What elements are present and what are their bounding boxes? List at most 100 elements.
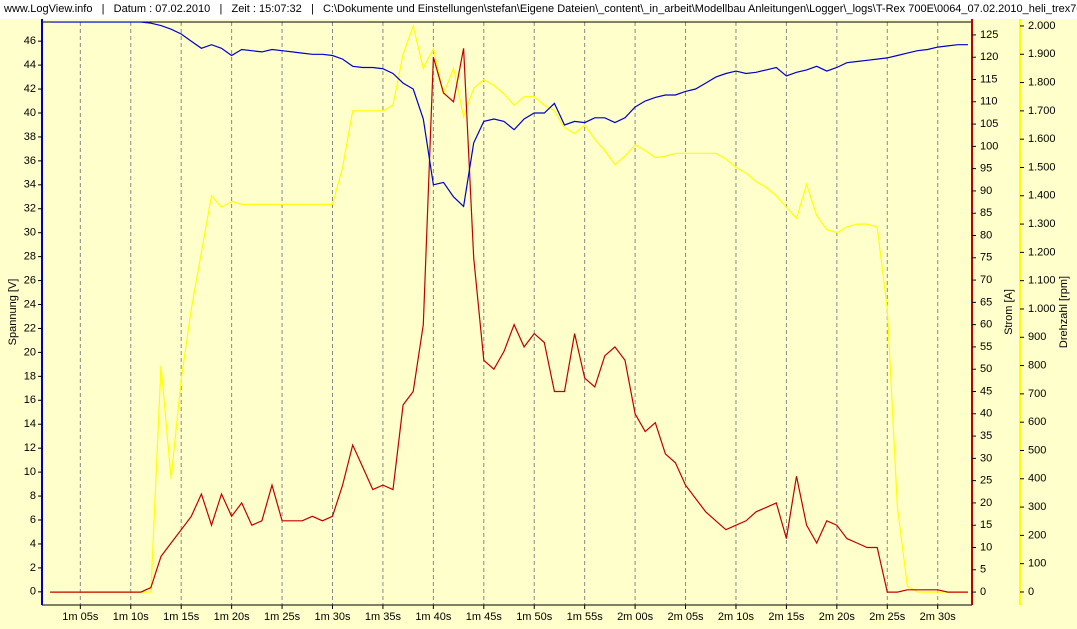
y3-tick-label: 0 [1028, 586, 1034, 598]
data-line [50, 48, 968, 593]
y-tick-label: 28 [24, 251, 36, 263]
y3-tick-label: 400 [1028, 473, 1046, 485]
y-tick-label: 46 [24, 35, 36, 47]
y3-tick-label: 700 [1028, 388, 1046, 400]
y-tick-label: 20 [24, 346, 36, 358]
y-tick-label: 6 [30, 514, 36, 526]
y2-tick-label: 35 [980, 430, 992, 442]
y3-tick-label: 800 [1028, 359, 1046, 371]
chart-title: www.LogView.info | Datum : 07.02.2010 | … [3, 3, 1077, 15]
y2-tick-label: 105 [980, 118, 998, 130]
y-tick-label: 30 [24, 227, 36, 239]
y-tick-label: 14 [24, 418, 36, 430]
y2-tick-label: 0 [980, 586, 986, 598]
y2-tick-label: 10 [980, 541, 992, 553]
y2-tick-label: 85 [980, 207, 992, 219]
y2-tick-label: 40 [980, 408, 992, 420]
y2-tick-label: 5 [980, 564, 986, 576]
y2-tick-label: 70 [980, 274, 992, 286]
y3-tick-label: 100 [1028, 558, 1046, 570]
y2-tick-label: 75 [980, 252, 992, 264]
x-tick-label: 2m 00s [617, 611, 654, 623]
y2-tick-label: 80 [980, 229, 992, 241]
y2-tick-label: 125 [980, 29, 998, 41]
y3-tick-label: 1.600 [1028, 133, 1056, 145]
y-tick-label: 26 [24, 274, 36, 286]
y2-tick-label: 65 [980, 296, 992, 308]
y-tick-label: 18 [24, 370, 36, 382]
x-tick-label: 1m 55s [567, 611, 604, 623]
y2-tick-label: 115 [980, 73, 998, 85]
y2-tick-label: 60 [980, 319, 992, 331]
y-tick-label: 10 [24, 466, 36, 478]
y3-tick-label: 600 [1028, 416, 1046, 428]
chart-background [0, 19, 1077, 629]
y2-tick-label: 50 [980, 363, 992, 375]
y-tick-label: 12 [24, 442, 36, 454]
y2-tick-label: 100 [980, 140, 998, 152]
x-tick-label: 1m 50s [516, 611, 553, 623]
y3-tick-label: 1.200 [1028, 246, 1056, 258]
y2-tick-label: 25 [980, 475, 992, 487]
y3-tick-label: 1.800 [1028, 76, 1056, 88]
y3-tick-label: 1.900 [1028, 48, 1056, 60]
x-tick-label: 2m 05s [667, 611, 704, 623]
x-tick-label: 1m 20s [214, 611, 251, 623]
plot-area [50, 22, 968, 593]
data-line [50, 23, 968, 593]
y2-tick-label: 55 [980, 341, 992, 353]
y3-tick-label: 500 [1028, 444, 1046, 456]
x-tick-label: 2m 20s [819, 611, 856, 623]
y3-tick-label: 1.300 [1028, 218, 1056, 230]
y3-tick-label: 900 [1028, 331, 1046, 343]
x-tick-label: 1m 05s [62, 611, 99, 623]
y2-tick-label: 15 [980, 519, 992, 531]
y3-tick-label: 1.000 [1028, 303, 1056, 315]
x-tick-label: 2m 10s [718, 611, 755, 623]
header-bar [0, 0, 1077, 19]
y3-tick-label: 300 [1028, 501, 1046, 513]
y-tick-label: 42 [24, 83, 36, 95]
y-tick-label: 32 [24, 203, 36, 215]
x-tick-label: 1m 45s [466, 611, 503, 623]
x-tick-label: 2m 25s [869, 611, 906, 623]
y3-tick-label: 1.700 [1028, 105, 1056, 117]
y-tick-label: 40 [24, 107, 36, 119]
x-tick-label: 1m 35s [365, 611, 402, 623]
y3-tick-label: 200 [1028, 529, 1046, 541]
y3-axis-label: Drehzahl [rpm] [1058, 276, 1070, 348]
y3-tick-label: 1.500 [1028, 161, 1056, 173]
y-tick-label: 0 [30, 586, 36, 598]
y-axis-label: Spannung [V] [7, 279, 19, 346]
y2-tick-label: 45 [980, 385, 992, 397]
y3-tick-label: 2.000 [1028, 20, 1056, 32]
y2-tick-label: 95 [980, 163, 992, 175]
x-tick-label: 1m 25s [264, 611, 301, 623]
y2-tick-label: 30 [980, 452, 992, 464]
y-tick-label: 34 [24, 179, 36, 191]
y-tick-label: 44 [24, 59, 36, 71]
y-tick-label: 24 [24, 298, 36, 310]
y-tick-label: 38 [24, 131, 36, 143]
x-tick-label: 1m 15s [163, 611, 200, 623]
y3-tick-label: 1.400 [1028, 190, 1056, 202]
y3-tick-label: 1.100 [1028, 275, 1056, 287]
y-tick-label: 8 [30, 490, 36, 502]
y-tick-label: 2 [30, 562, 36, 574]
y-tick-label: 16 [24, 394, 36, 406]
x-tick-label: 2m 30s [920, 611, 957, 623]
x-tick-label: 1m 40s [415, 611, 452, 623]
data-line [50, 22, 968, 208]
y2-tick-label: 120 [980, 51, 998, 63]
x-tick-label: 2m 15s [768, 611, 805, 623]
x-tick-label: 1m 10s [113, 611, 150, 623]
y2-tick-label: 90 [980, 185, 992, 197]
y2-tick-label: 20 [980, 497, 992, 509]
y2-tick-label: 110 [980, 96, 998, 108]
y-tick-label: 36 [24, 155, 36, 167]
y-tick-label: 22 [24, 322, 36, 334]
y2-axis-label: Strom [A] [1003, 289, 1015, 335]
x-tick-label: 1m 30s [314, 611, 351, 623]
